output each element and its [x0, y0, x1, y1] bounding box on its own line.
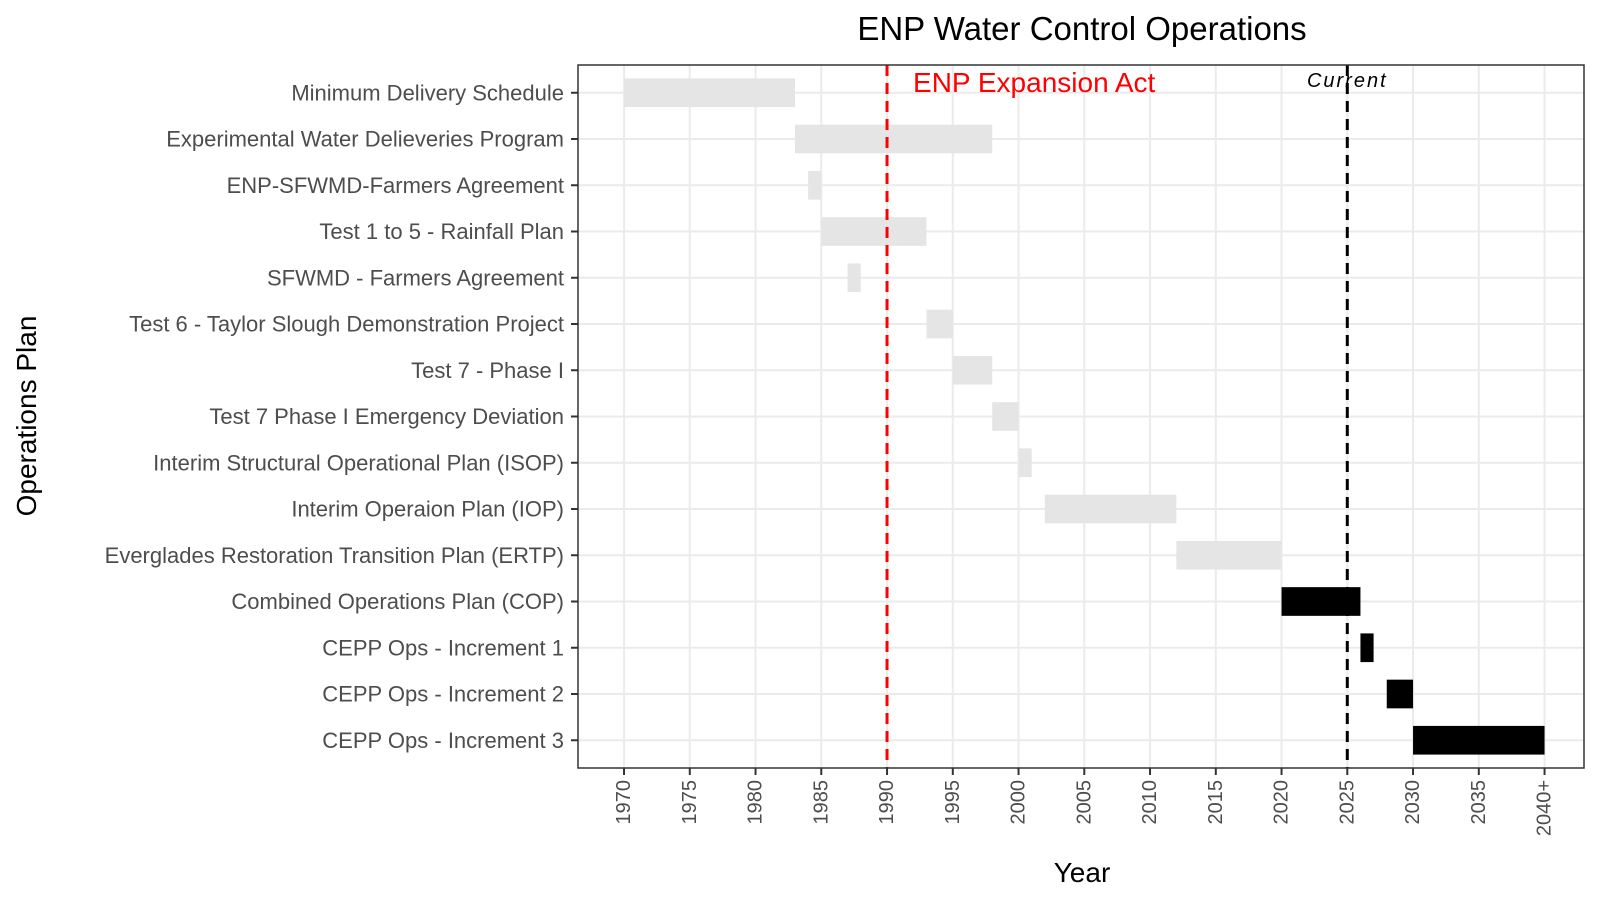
x-axis-title: Year [1054, 857, 1111, 888]
task-bar [808, 170, 822, 200]
y-category-label: Everglades Restoration Transition Plan (… [105, 543, 564, 568]
x-tick-label: 2025 [1336, 780, 1358, 825]
x-tick-label: 2040+ [1534, 780, 1556, 836]
x-tick-label: 1995 [942, 780, 964, 825]
reference-line-label: Current [1307, 70, 1388, 92]
x-tick-label: 2030 [1402, 780, 1424, 825]
y-axis-title: Operations Plan [11, 316, 42, 517]
y-category-label: Experimental Water Delieveries Program [166, 127, 564, 152]
task-bar [821, 217, 927, 246]
task-bar [624, 78, 795, 108]
x-tick-label: 2005 [1073, 780, 1095, 825]
y-category-label: CEPP Ops - Increment 3 [322, 728, 564, 753]
task-bar [1360, 633, 1374, 663]
task-bar [952, 355, 993, 385]
task-bar [1413, 725, 1545, 755]
x-tick-label: 1970 [613, 780, 635, 825]
task-bar [1018, 448, 1032, 478]
x-tick-label: 1985 [810, 780, 832, 825]
grid-lines [578, 65, 1584, 768]
x-tick-label: 2000 [1008, 780, 1030, 825]
task-bar [794, 124, 993, 154]
y-axis: Minimum Delivery Schedule Experimental Wa… [105, 80, 578, 753]
x-tick-label: 1980 [745, 780, 767, 825]
y-category-label: Minimum Delivery Schedule [291, 80, 564, 105]
reference-line-label: ENP Expansion Act [913, 67, 1156, 98]
x-tick-label: 2035 [1468, 780, 1490, 825]
task-bar [1044, 494, 1177, 524]
y-category-label: Interim Structural Operational Plan (ISO… [153, 450, 564, 475]
x-tick-label: 1990 [876, 780, 898, 825]
x-tick-label: 1975 [679, 780, 701, 825]
y-category-label: Combined Operations Plan (COP) [231, 589, 564, 614]
y-category-label: Test 6 - Taylor Slough Demonstration Pro… [129, 312, 564, 337]
x-tick-label: 2010 [1139, 780, 1161, 825]
y-category-label: SFWMD - Farmers Agreement [267, 265, 564, 290]
x-tick-label: 2020 [1271, 780, 1293, 825]
task-bar [1176, 540, 1282, 570]
task-bar [992, 402, 1019, 431]
y-category-label: Test 7 - Phase I [411, 358, 564, 383]
x-tick-label: 2015 [1205, 780, 1227, 825]
x-axis: 1970 1975 1980 1985 1990 1995 2000 2005 2010 2015… [613, 768, 1556, 836]
task-bar [926, 309, 953, 339]
task-bar [1386, 679, 1414, 709]
reference-lines: ENP Expansion Act Current [885, 65, 1388, 768]
task-bars [624, 78, 1545, 755]
y-category-label: Test 7 Phase I Emergency Deviation [209, 404, 564, 429]
y-category-label: CEPP Ops - Increment 2 [322, 682, 564, 707]
y-category-label: Interim Operaion Plan (IOP) [291, 497, 564, 522]
y-category-label: CEPP Ops - Increment 1 [322, 635, 564, 660]
y-category-label: Test 1 to 5 - Rainfall Plan [319, 219, 564, 244]
task-bar [847, 263, 861, 293]
chart-title: ENP Water Control Operations [857, 10, 1306, 47]
y-category-label: ENP-SFWMD-Farmers Agreement [227, 173, 564, 198]
